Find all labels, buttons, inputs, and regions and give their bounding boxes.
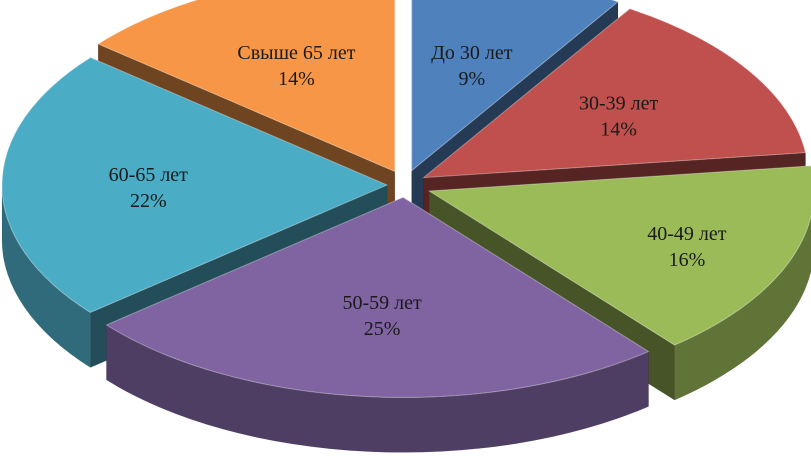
slice-value-30-39-лет: 14% xyxy=(600,118,637,140)
slice-свыше-65-лет xyxy=(97,0,396,173)
slice-value-60-65-лет: 22% xyxy=(130,190,167,212)
slice-label-до-30-лет: До 30 лет xyxy=(431,42,513,64)
slice-label-50-59-лет: 50-59 лет xyxy=(342,292,422,314)
slice-label-30-39-лет: 30-39 лет xyxy=(579,92,659,114)
slice-50-59-лет xyxy=(105,196,650,398)
slice-value-40-49-лет: 16% xyxy=(669,249,706,271)
slice-до-30-лет xyxy=(411,0,620,172)
slice-40-49-лет xyxy=(427,165,811,346)
pie-labels: До 30 лет 9% 30-39 лет 14% 40-49 лет 16% 50-59… xyxy=(109,42,727,340)
slice-label-свыше-65-лет: Свыше 65 лет xyxy=(237,42,355,64)
slice-value-50-59-лет: 25% xyxy=(364,318,401,340)
slice-value-свыше-65-лет: 14% xyxy=(278,68,315,90)
slice-label-60-65-лет: 60-65 лет xyxy=(109,164,189,186)
slice-60-65-лет xyxy=(1,56,389,314)
slice-value-до-30-лет: 9% xyxy=(459,68,486,90)
slice-label-40-49-лет: 40-49 лет xyxy=(647,223,727,245)
pie-tops xyxy=(1,0,811,398)
slice-30-39-лет xyxy=(422,8,807,179)
